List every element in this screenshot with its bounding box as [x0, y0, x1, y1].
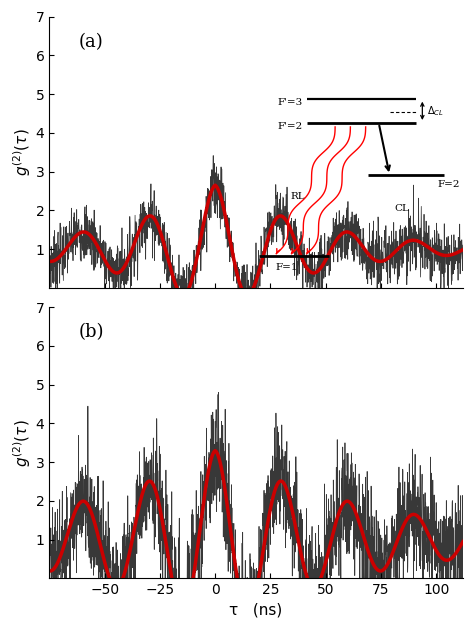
- Text: F=2: F=2: [438, 181, 460, 189]
- X-axis label: τ   (ns): τ (ns): [229, 603, 283, 618]
- Y-axis label: $g^{(2)}(\tau)$: $g^{(2)}(\tau)$: [11, 128, 33, 176]
- Text: F'=2: F'=2: [277, 122, 302, 131]
- Text: (b): (b): [78, 323, 104, 342]
- Text: (a): (a): [78, 33, 103, 51]
- Text: F'=3: F'=3: [277, 97, 302, 107]
- Text: $\Delta_{CL}$: $\Delta_{CL}$: [427, 104, 444, 118]
- Text: RL: RL: [291, 192, 305, 201]
- Y-axis label: $g^{(2)}(\tau)$: $g^{(2)}(\tau)$: [11, 419, 33, 467]
- Text: F=1: F=1: [276, 263, 299, 272]
- Text: CL: CL: [394, 204, 409, 213]
